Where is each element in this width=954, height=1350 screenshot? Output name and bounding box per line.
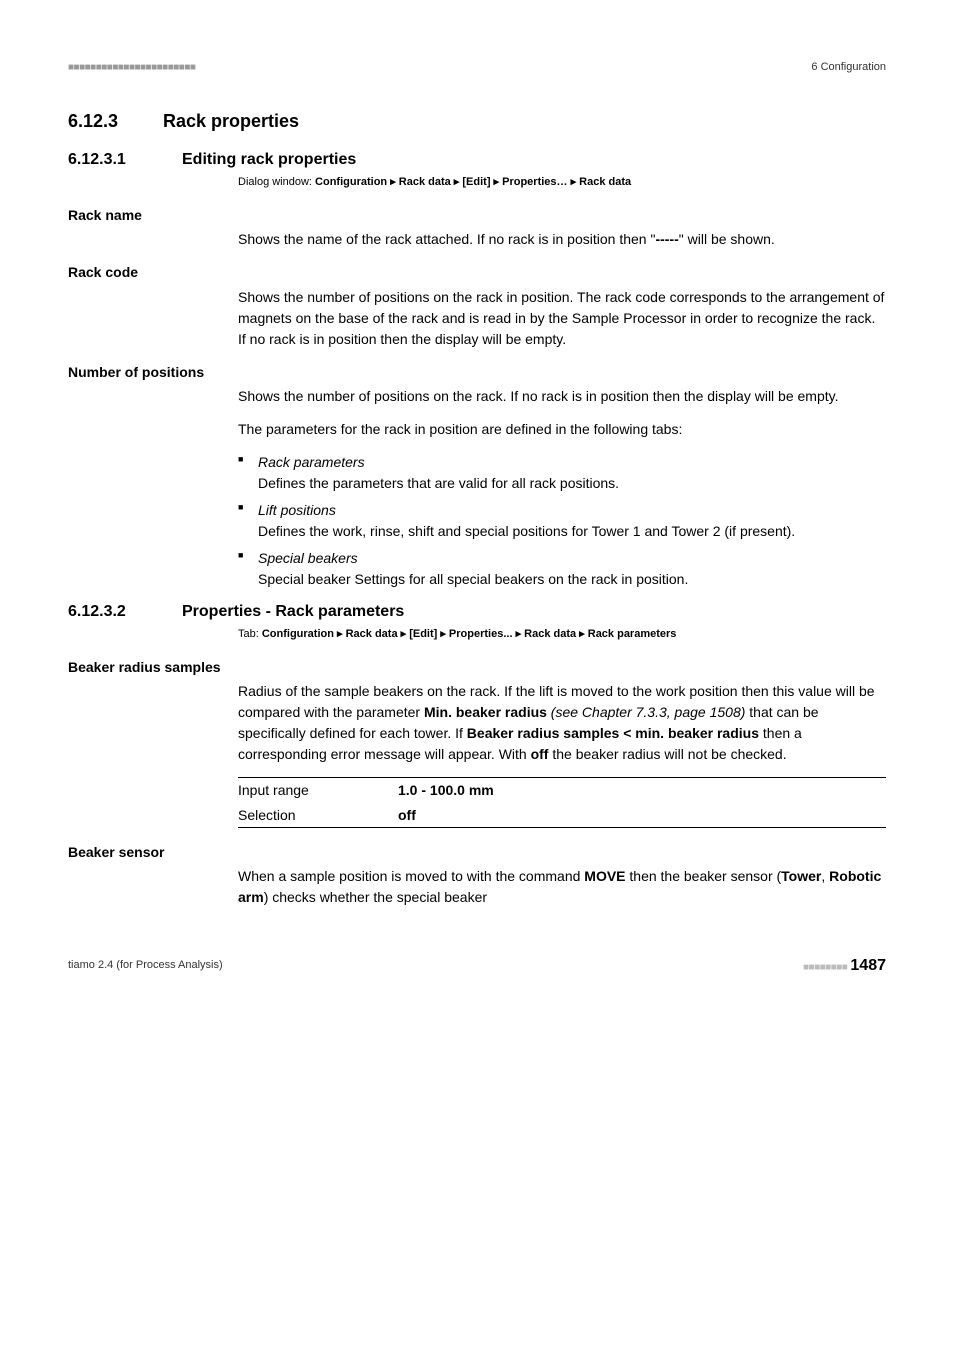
dialog-prefix: Dialog window: <box>238 176 315 188</box>
field-beaker-radius-label: Beaker radius samples <box>68 657 886 677</box>
param-value: off <box>398 803 886 828</box>
heading-number: 6.12.3 <box>68 108 163 134</box>
heading-6-12-3-1: 6.12.3.1Editing rack properties <box>68 148 886 171</box>
header-section-label: 6 Configuration <box>811 60 886 76</box>
dialog-path: Configuration ▸ Rack data ▸ [Edit] ▸ Pro… <box>315 176 631 188</box>
param-key: Input range <box>238 778 398 803</box>
field-beaker-sensor-text: When a sample position is moved to with … <box>238 866 886 908</box>
heading-6-12-3: 6.12.3Rack properties <box>68 108 886 134</box>
dialog-window-path: Dialog window: Configuration ▸ Rack data… <box>238 175 886 191</box>
heading-6-12-3-2: 6.12.3.2Properties - Rack parameters <box>68 600 886 623</box>
page-header: ■■■■■■■■■■■■■■■■■■■■■■■ 6 Configuration <box>68 60 886 76</box>
list-item: Lift positions Defines the work, rinse, … <box>238 500 886 542</box>
tab-path-value: Configuration ▸ Rack data ▸ [Edit] ▸ Pro… <box>262 628 677 640</box>
heading-title: Rack properties <box>163 111 299 131</box>
footer-product: tiamo 2.4 (for Process Analysis) <box>68 958 223 974</box>
field-beaker-radius-text: Radius of the sample beakers on the rack… <box>238 681 886 765</box>
bullet-desc: Defines the work, rinse, shift and speci… <box>258 523 795 539</box>
bullet-desc: Defines the parameters that are valid fo… <box>258 475 619 491</box>
bullet-title: Special beakers <box>258 550 358 566</box>
heading-number: 6.12.3.1 <box>68 148 182 171</box>
field-num-positions-text: Shows the number of positions on the rac… <box>238 386 886 407</box>
param-key: Selection <box>238 803 398 828</box>
field-rack-code-label: Rack code <box>68 262 886 282</box>
field-num-positions-label: Number of positions <box>68 362 886 382</box>
tabs-list: Rack parameters Defines the parameters t… <box>238 452 886 590</box>
footer-page-number: 1487 <box>850 957 886 974</box>
footer-right: ■■■■■■■■ 1487 <box>803 954 886 977</box>
table-row: Selection off <box>238 803 886 828</box>
field-num-positions-tabs-intro: The parameters for the rack in position … <box>238 419 886 440</box>
field-rack-code-text: Shows the number of positions on the rac… <box>238 287 886 350</box>
param-value: 1.0 - 100.0 mm <box>398 778 886 803</box>
bullet-title: Rack parameters <box>258 454 365 470</box>
beaker-radius-table: Input range 1.0 - 100.0 mm Selection off <box>238 777 886 828</box>
field-rack-name-label: Rack name <box>68 205 886 225</box>
bullet-title: Lift positions <box>258 502 336 518</box>
heading-title: Editing rack properties <box>182 151 356 168</box>
list-item: Special beakers Special beaker Settings … <box>238 548 886 590</box>
heading-title: Properties - Rack parameters <box>182 603 404 620</box>
list-item: Rack parameters Defines the parameters t… <box>238 452 886 494</box>
table-row: Input range 1.0 - 100.0 mm <box>238 778 886 803</box>
heading-number: 6.12.3.2 <box>68 600 182 623</box>
header-ticks: ■■■■■■■■■■■■■■■■■■■■■■■ <box>68 61 195 76</box>
page-footer: tiamo 2.4 (for Process Analysis) ■■■■■■■… <box>68 954 886 977</box>
bullet-desc: Special beaker Settings for all special … <box>258 571 688 587</box>
field-rack-name-text: Shows the name of the rack attached. If … <box>238 229 886 250</box>
field-beaker-sensor-label: Beaker sensor <box>68 842 886 862</box>
tab-path: Tab: Configuration ▸ Rack data ▸ [Edit] … <box>238 627 886 643</box>
footer-ticks: ■■■■■■■■ <box>803 962 847 973</box>
tab-prefix: Tab: <box>238 628 262 640</box>
